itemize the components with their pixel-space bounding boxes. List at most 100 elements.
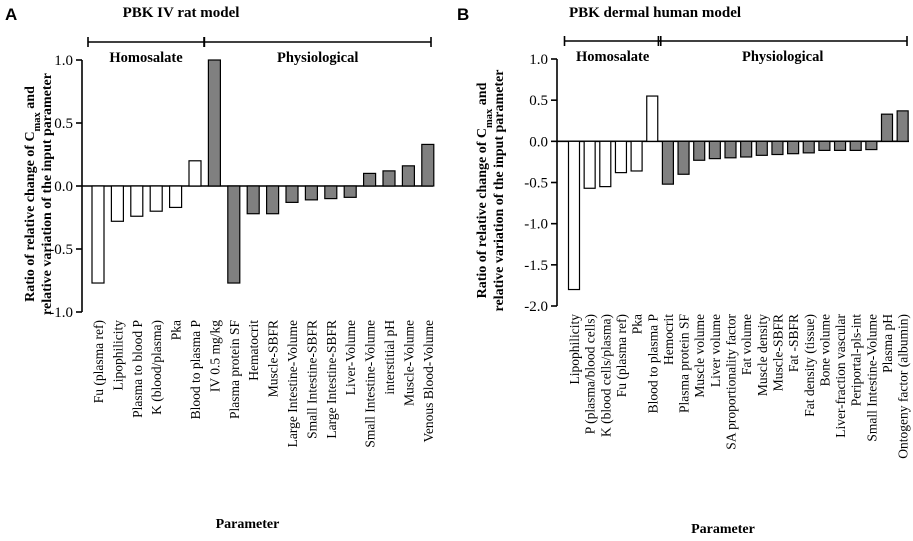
panel-b-bar: [755, 140, 768, 156]
panel-b-bar: [802, 140, 815, 154]
panel-a-category-label: Muscle-SBFR: [266, 320, 281, 397]
panel-b-letter: B: [457, 5, 469, 24]
panel-b-bar: [599, 140, 612, 188]
panel-a-category-label: Liver-Volume: [343, 320, 358, 395]
panel-b-bar: [865, 140, 878, 151]
panel-a-group-label: Homosalate: [109, 50, 183, 66]
panel-a-category-label: interstitial pH: [382, 320, 397, 395]
panel-b-category-label: Lipophilicity: [567, 314, 582, 385]
panel-a-category-label: Pka: [169, 320, 184, 340]
panel-b-bar: [740, 140, 753, 158]
panel-b-category-label: Hemocrit: [661, 314, 676, 365]
panel-b-category-label: Muscle density: [755, 314, 770, 396]
panel-b-ylabel-part: Ratio of relative change of C: [475, 128, 490, 298]
panel-a-category-label: Large Intestine-Volume: [285, 320, 300, 447]
panel-b-y-axis-title-line2: relative variation of the input paramete…: [492, 70, 507, 312]
panel-a-y-tick-label: 1.0: [54, 53, 73, 69]
panel-b-category-label: Fat density (tissue): [802, 314, 817, 417]
panel-a-bar: [343, 185, 357, 198]
panel-b-category-label: Fu (plasma ref): [614, 314, 629, 397]
panel-b-bar: [630, 140, 643, 172]
panel-a-bar: [304, 185, 318, 201]
panel-a-category-label: Muscle-Volume: [401, 320, 416, 406]
panel-b-category-label: Fat volume: [739, 314, 754, 375]
panel-b-category-label: Blood to plasma P: [645, 314, 660, 413]
panel-a-category-label: Blood to plasma P: [188, 320, 203, 419]
panel-a-bar: [382, 170, 396, 187]
panel-b-bar: [693, 140, 706, 161]
panel-a-bar: [207, 59, 221, 187]
panel-b-category-label: Plasma protein SF: [677, 314, 692, 413]
panel-b-ylabel-part-end: and: [475, 82, 490, 108]
panel-a-bar: [401, 165, 415, 187]
panel-a-category-label: Large Intestine-SBFR: [324, 320, 339, 439]
panel-a-ylabel-part-end: and: [23, 86, 38, 112]
panel-b-group-label: Homosalate: [576, 49, 650, 65]
panel-b-y-axis-title-line1: Ratio of relative change of Cmax and: [475, 82, 495, 298]
panel-a-category-label: Small Intestine-SBFR: [304, 320, 319, 439]
panel-b-bar: [896, 110, 909, 142]
panel-a-bar: [110, 185, 125, 222]
panel-a-title: PBK IV rat model: [123, 5, 240, 21]
panel-a-y-axis-title-line1: Ratio of relative change of Cmax and: [23, 86, 43, 302]
panel-b-bar: [583, 140, 596, 189]
panel-b-category-label: Liver-fraction vascular: [833, 314, 848, 438]
panel-b-chart: B PBK dermal human model Ratio of relative…: [457, 5, 911, 537]
panel-a-category-label: Lipophilicity: [110, 320, 125, 391]
panel-b-category-label: Plasma pH: [880, 314, 895, 373]
panel-a-ylabel-part: Ratio of relative change of C: [23, 131, 38, 301]
panel-a-bar: [149, 185, 163, 212]
panel-b-category-label: Pka: [630, 314, 645, 334]
panel-b-category-label: Liver volume: [708, 314, 723, 387]
panel-b-bar: [724, 140, 737, 159]
panel-a-chart: A PBK IV rat model Ratio of relative chang…: [5, 5, 436, 532]
panel-b-category-label: P (plasma/blood cells): [583, 314, 598, 434]
panel-a-bar: [324, 185, 338, 200]
panel-b-bar: [786, 140, 800, 155]
panel-b-group-label: Physiological: [742, 49, 823, 65]
panel-b-bar: [677, 140, 690, 175]
panel-a-category-label: Venous Blood-Volume: [421, 320, 436, 442]
panel-b-y-tick-label: 0.5: [529, 93, 548, 109]
panel-b-category-label: Small Intestine-Volume: [864, 314, 879, 442]
panel-a-bar: [91, 185, 105, 284]
panel-b-category-label: Bone volume: [817, 314, 832, 386]
panel-b-bar: [567, 140, 581, 291]
panel-a-bar: [363, 172, 377, 187]
panel-b-category-label: Ontogeny factor (albumin): [896, 314, 911, 459]
panel-b-y-tick-label: -0.5: [524, 176, 548, 192]
panel-a-bar: [285, 185, 299, 203]
panel-b-bar: [646, 95, 659, 142]
panel-a-bar: [130, 185, 144, 217]
panel-b-category-label: Muscle volume: [692, 314, 707, 398]
panel-b-bar: [833, 140, 847, 151]
panel-b-category-label: Fat -SBFR: [786, 314, 801, 372]
panel-a-category-label: Fu (plasma ref): [91, 320, 106, 403]
panel-a-category-label: Plasma to blood P: [130, 320, 145, 418]
panel-a-ylabel-subscript: max: [32, 111, 43, 131]
panel-b-bar: [818, 140, 831, 151]
panel-b-category-label: Muscle-SBFR: [770, 314, 785, 391]
panel-a-bar: [188, 160, 202, 187]
panel-a-category-label: Plasma protein SF: [227, 320, 242, 419]
panel-b-x-axis-title: Parameter: [691, 522, 755, 537]
panel-a-y-axis-title-line2: relative variation of the input paramete…: [40, 73, 55, 315]
panel-b-category-label: K (blood cells/plasma): [598, 314, 613, 437]
panel-b-bar: [661, 140, 675, 185]
panel-b-bar: [614, 140, 628, 174]
panel-b-y-tick-label: 0.0: [529, 134, 548, 150]
panel-a-bar: [421, 143, 435, 187]
panel-b-category-label: Periportal-pls-int: [849, 314, 864, 406]
panel-a-x-axis-title: Parameter: [216, 517, 280, 532]
panel-b-y-tick-label: 1.0: [529, 52, 548, 68]
panel-b-category-label: SA proportionality factor: [724, 314, 739, 450]
panel-a-category-label: Hematocrit: [246, 320, 261, 381]
panel-b-y-tick-label: -1.5: [524, 258, 548, 274]
panel-b-bar: [849, 140, 862, 151]
panel-b-bar: [771, 140, 784, 156]
panel-a-category-label: Small Intestine-Volume: [363, 320, 378, 448]
panel-b-y-tick-label: -2.0: [524, 299, 548, 315]
panel-b-ylabel-subscript: max: [484, 108, 495, 128]
panel-a-category-label: IV 0.5 mg/kg: [207, 320, 222, 392]
